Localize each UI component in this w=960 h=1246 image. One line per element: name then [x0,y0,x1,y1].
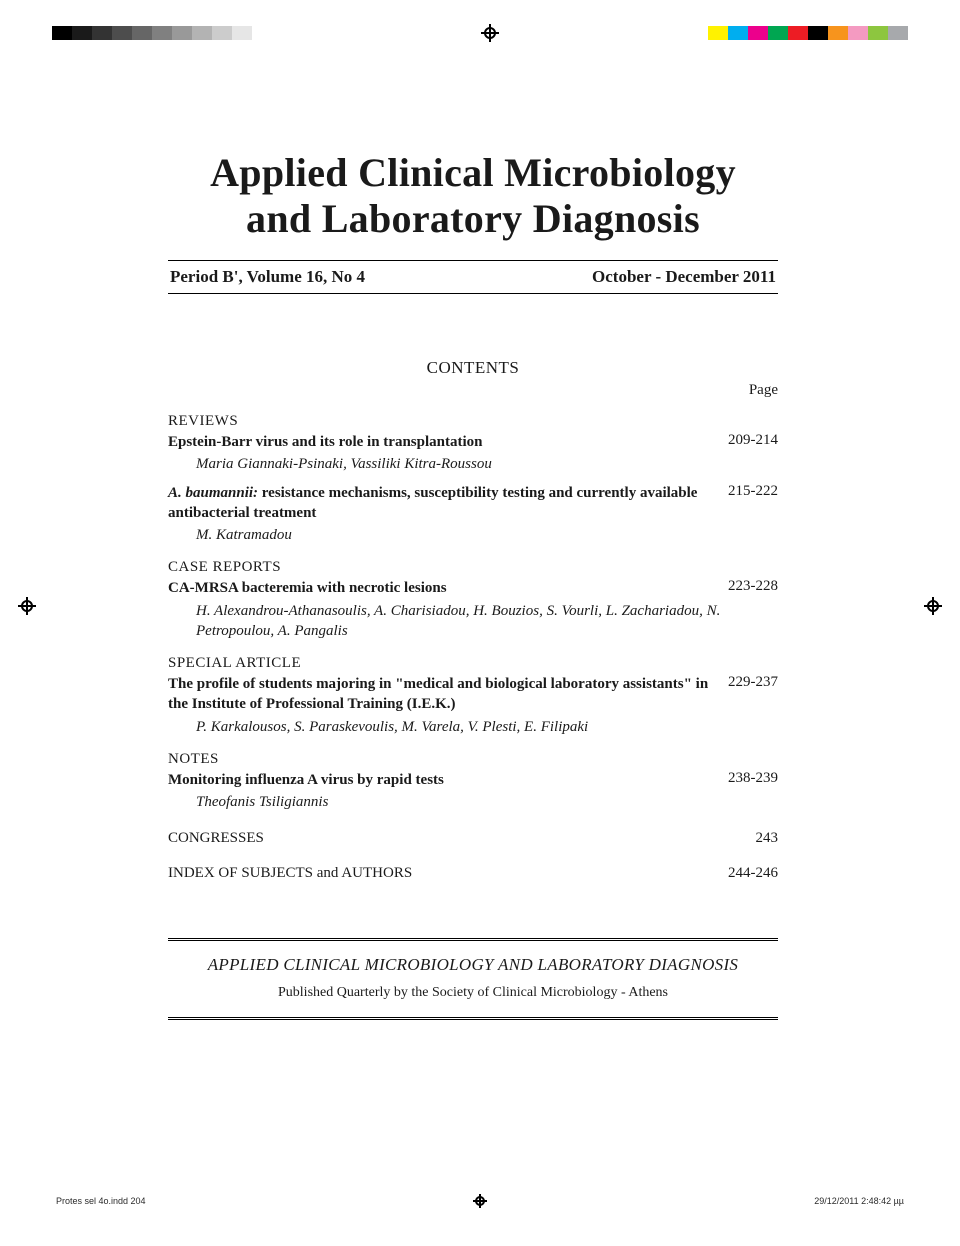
toc-entry-authors: Maria Giannaki-Psinaki, Vassiliki Kitra-… [168,454,778,474]
color-swatch [808,26,828,40]
grayscale-swatch [152,26,172,40]
toc-section-heading: CASE REPORTS [168,559,778,576]
registration-mark-bottom-icon [473,1194,487,1208]
grayscale-swatch [92,26,112,40]
toc-entry: The profile of students majoring in "med… [168,674,778,715]
toc-section-heading: REVIEWS [168,413,778,430]
grayscale-swatch [72,26,92,40]
grayscale-swatch [172,26,192,40]
footer-journal-title: APPLIED CLINICAL MICROBIOLOGY AND LABORA… [168,955,778,975]
slug-filename: Protes sel 4o.indd 204 [56,1196,146,1206]
toc-section-heading: SPECIAL ARTICLE [168,655,778,672]
issue-volume: Period B', Volume 16, No 4 [170,267,365,287]
registration-mark-left-icon [18,597,36,615]
slug-timestamp: 29/12/2011 2:48:42 µµ [814,1196,904,1206]
toc-entry-authors: H. Alexandrou-Athanasoulis, A. Charisiad… [168,601,778,642]
print-slugline: Protes sel 4o.indd 204 29/12/2011 2:48:4… [0,1194,960,1208]
toc-entry-title: A. baumannii: resistance mechanisms, sus… [168,483,710,524]
toc-simple-row: CONGRESSES 243 [168,830,778,847]
toc-entry-pages: 238-239 [728,770,778,787]
page-column-label: Page [168,382,778,399]
toc-entry: Monitoring influenza A virus by rapid te… [168,770,778,790]
color-swatch [708,26,728,40]
journal-title: Applied Clinical Microbiology and Labora… [168,150,778,242]
footer-publisher: Published Quarterly by the Society of Cl… [168,985,778,1001]
contents-heading: CONTENTS [168,358,778,378]
toc-simple-label: CONGRESSES [168,830,264,847]
color-swatch [868,26,888,40]
color-swatch [888,26,908,40]
grayscale-swatches [52,26,272,40]
toc-entry-pages: 223-228 [728,578,778,595]
toc-tail-rows: CONGRESSES 243 INDEX OF SUBJECTS and AUTHO… [168,830,778,882]
color-swatch [788,26,808,40]
issue-date: October - December 2011 [592,267,776,287]
toc-entry-pages: 215-222 [728,483,778,500]
color-swatch [828,26,848,40]
toc-entry-pages: 209-214 [728,432,778,449]
table-of-contents: REVIEWS Epstein-Barr virus and its role i… [168,413,778,812]
color-swatch [768,26,788,40]
toc-entry-title: CA-MRSA bacteremia with necrotic lesions [168,578,447,598]
toc-entry-title: Epstein-Barr virus and its role in trans… [168,432,483,452]
printer-color-bar [0,24,960,42]
toc-entry-title: Monitoring influenza A virus by rapid te… [168,770,444,790]
toc-simple-label: INDEX OF SUBJECTS and AUTHORS [168,865,412,882]
color-swatch [748,26,768,40]
grayscale-swatch [132,26,152,40]
toc-entry-authors: M. Katramadou [168,525,778,545]
toc-entry-authors: P. Karkalousos, S. Paraskevoulis, M. Var… [168,717,778,737]
color-swatch [848,26,868,40]
grayscale-swatch [112,26,132,40]
grayscale-swatch [212,26,232,40]
toc-simple-row: INDEX OF SUBJECTS and AUTHORS 244-246 [168,865,778,882]
color-swatch [728,26,748,40]
toc-entry-authors: Theofanis Tsiligiannis [168,792,778,812]
color-swatches [708,26,908,40]
toc-entry: CA-MRSA bacteremia with necrotic lesions… [168,578,778,598]
toc-entry-title: The profile of students majoring in "med… [168,674,710,715]
page-content: Applied Clinical Microbiology and Labora… [168,150,778,1020]
toc-simple-pages: 243 [756,830,779,847]
journal-title-line1: Applied Clinical Microbiology [210,150,736,195]
footer-block: APPLIED CLINICAL MICROBIOLOGY AND LABORA… [168,938,778,1020]
registration-mark-right-icon [924,597,942,615]
journal-title-line2: and Laboratory Diagnosis [246,196,700,241]
toc-entry: A. baumannii: resistance mechanisms, sus… [168,483,778,524]
grayscale-swatch [232,26,252,40]
registration-mark-icon [481,24,499,42]
issue-bar: Period B', Volume 16, No 4 October - Dec… [168,260,778,294]
grayscale-swatch [192,26,212,40]
toc-entry: Epstein-Barr virus and its role in trans… [168,432,778,452]
grayscale-swatch [52,26,72,40]
toc-entry-pages: 229-237 [728,674,778,691]
grayscale-swatch [252,26,272,40]
toc-section-heading: NOTES [168,751,778,768]
toc-simple-pages: 244-246 [728,865,778,882]
